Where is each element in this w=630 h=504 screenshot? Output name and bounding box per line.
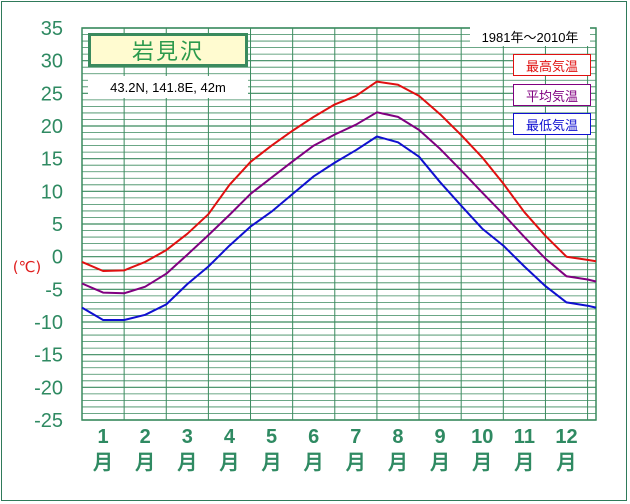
x-tick-suffix: 月 (387, 452, 408, 474)
plot-border (81, 27, 597, 421)
x-tick-label: 4 (224, 426, 236, 448)
x-tick-label: 12 (555, 426, 577, 448)
x-tick-label: 3 (182, 426, 193, 448)
station-name: 岩見沢 (88, 33, 248, 67)
legend-item-2: 平均気温 (513, 84, 591, 106)
x-tick-label: 2 (140, 426, 151, 448)
y-tick-label: 0 (52, 247, 63, 269)
y-tick-label: 15 (41, 149, 63, 171)
x-tick-label: 10 (471, 426, 493, 448)
y-tick-label: 20 (41, 116, 63, 138)
y-tick-label: 10 (41, 181, 63, 203)
y-tick-label: -25 (34, 410, 63, 432)
station-coordinates: 43.2N, 141.8E, 42m (88, 76, 248, 98)
x-tick-suffix: 月 (471, 452, 492, 474)
y-tick-label: 30 (41, 51, 63, 73)
x-tick-label: 7 (350, 426, 361, 448)
x-tick-label: 5 (266, 426, 277, 448)
x-tick-suffix: 月 (176, 452, 197, 474)
x-tick-label: 11 (514, 426, 535, 448)
x-tick-suffix: 月 (345, 452, 366, 474)
normal-period: 1981年〜2010年 (470, 26, 590, 46)
x-tick-suffix: 月 (429, 452, 450, 474)
x-tick-suffix: 月 (218, 452, 239, 474)
x-tick-label: 1 (98, 426, 109, 448)
y-tick-label: -10 (34, 312, 63, 334)
x-tick-label: 8 (392, 426, 403, 448)
legend-item-3: 最低気温 (513, 113, 591, 135)
y-tick-label: 5 (52, 214, 63, 236)
x-tick-suffix: 月 (134, 452, 155, 474)
series-line-2 (81, 111, 597, 295)
series-line-1 (81, 80, 597, 272)
x-tick-suffix: 月 (513, 452, 534, 474)
y-tick-label: 25 (41, 83, 63, 105)
x-tick-suffix: 月 (303, 452, 324, 474)
y-tick-label: -20 (34, 377, 63, 399)
x-tick-suffix: 月 (92, 452, 113, 474)
x-tick-label: 9 (435, 426, 446, 448)
y-tick-label: -15 (34, 345, 63, 367)
y-axis-unit: (℃) (13, 258, 42, 276)
x-tick-label: 6 (308, 426, 319, 448)
legend-item-1: 最高気温 (513, 54, 591, 76)
series-line-3 (81, 135, 597, 321)
y-tick-label: -5 (45, 279, 63, 301)
x-tick-suffix: 月 (261, 452, 282, 474)
x-tick-suffix: 月 (556, 452, 577, 474)
y-tick-label: 35 (41, 18, 63, 40)
